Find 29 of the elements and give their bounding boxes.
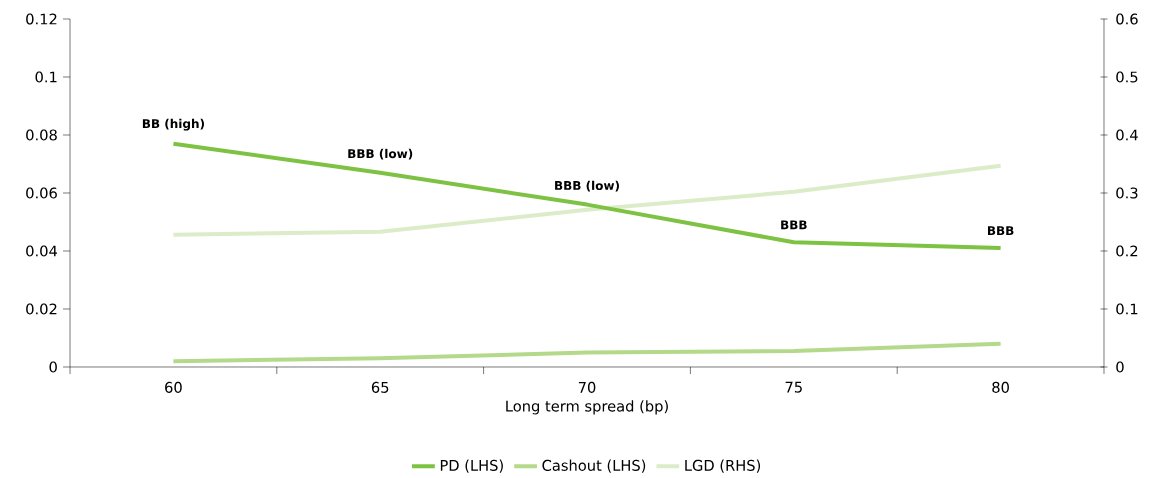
y2-tick-label: 0.4 (1116, 129, 1138, 141)
y-tick-label: 0.12 (26, 13, 57, 25)
y2-tick-label: 0.6 (1116, 13, 1138, 25)
y2-tick-label: 0.3 (1116, 187, 1138, 199)
x-tick-label: 80 (992, 381, 1009, 393)
line-series (171, 341, 1003, 364)
legend-label: LGD (RHS) (685, 459, 761, 473)
annotation: BBB (low) (555, 180, 619, 192)
y-tick-label: 0.1 (35, 71, 57, 83)
x-tick-label: 75 (785, 381, 802, 393)
y-tick-label: 0 (49, 361, 57, 373)
legend-label: Cashout (LHS) (542, 459, 646, 473)
x-axis-title: Long term spread (bp) (506, 400, 668, 415)
legend-label: PD (LHS) (440, 459, 503, 473)
annotation: BBB (781, 220, 807, 230)
annotation: BB (high) (142, 118, 204, 131)
y2-tick-label: 0.2 (1116, 245, 1138, 257)
annotation: BBB (987, 226, 1014, 235)
annotation: BBB (low) (348, 148, 413, 160)
y-tick-label: 0.08 (26, 129, 57, 141)
y2-tick-label: 0.1 (1116, 303, 1138, 315)
y-tick-label: 0.02 (26, 303, 57, 315)
x-tick-label: 70 (578, 381, 596, 393)
y-tick-label: 0.04 (26, 245, 58, 257)
x-tick-label: 60 (165, 381, 182, 393)
y2-tick-label: 0 (1116, 361, 1124, 373)
x-tick-label: 65 (371, 381, 389, 393)
y2-tick-label: 0.5 (1116, 71, 1138, 83)
y-tick-label: 0.06 (26, 187, 57, 199)
